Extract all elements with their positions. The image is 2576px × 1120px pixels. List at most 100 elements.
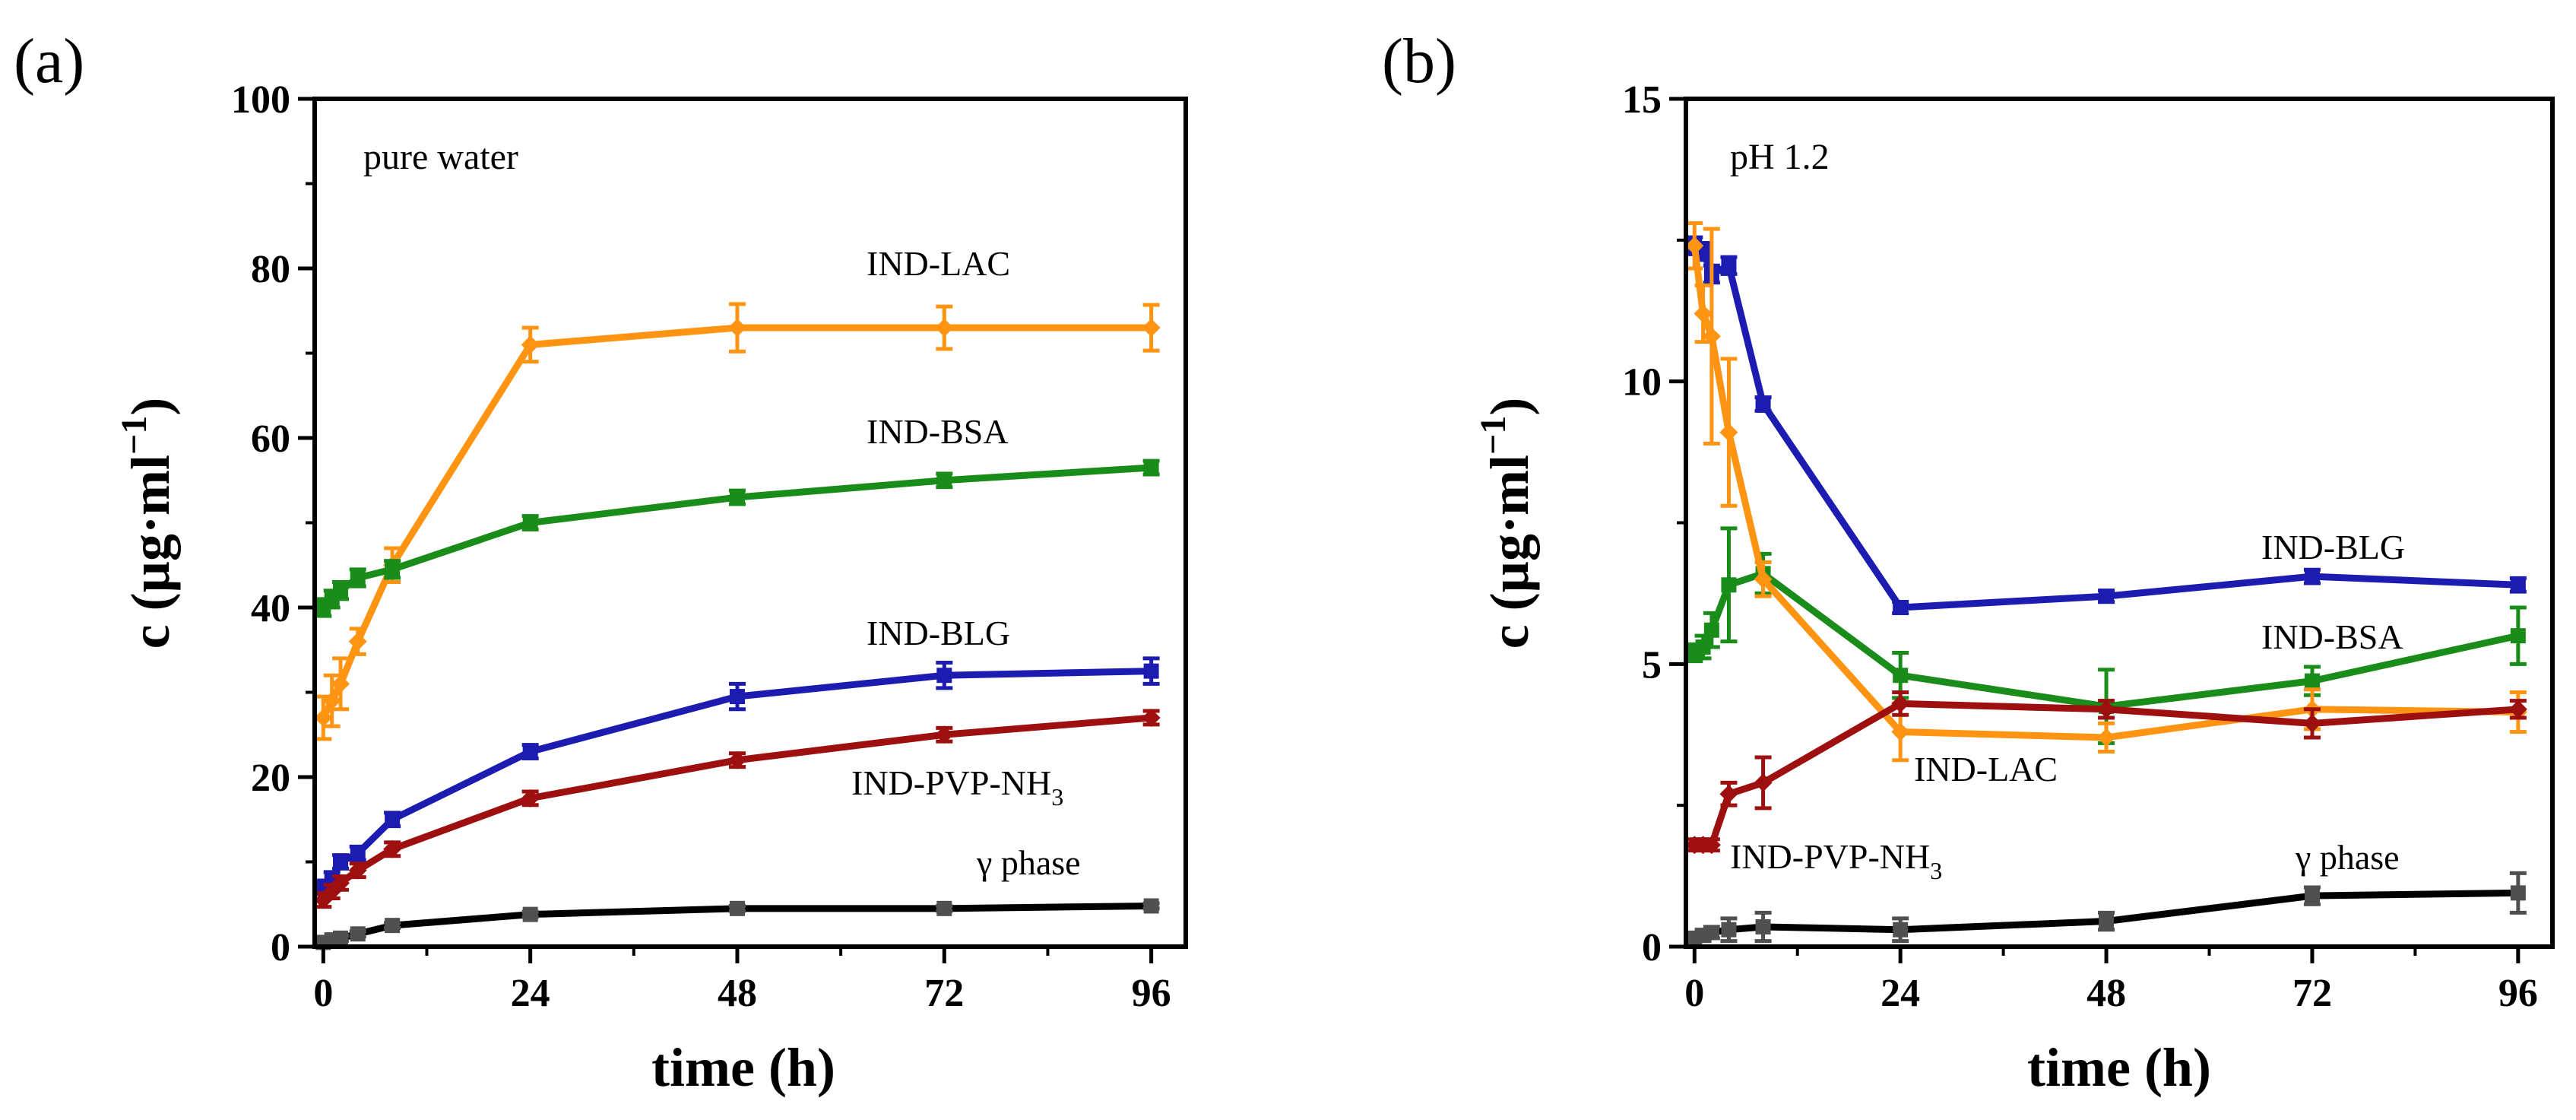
panel-b-point-ind-bsa bbox=[2304, 673, 2320, 689]
panel-a-x-tick-label: 72 bbox=[924, 972, 964, 1015]
panel-b-point-ind-bsa bbox=[1721, 577, 1737, 593]
panel-b-point-ind-lac bbox=[1702, 327, 1721, 346]
panel-a-x-tick-label: 48 bbox=[718, 972, 757, 1015]
panel-b-labels: IND-BLG IND-BSA IND-LAC IND-PVP-NH3 γ phase bbox=[1730, 528, 2405, 884]
panel-b-y-axis-title-close: ) bbox=[1479, 398, 1540, 416]
panel-a-line-ind-bsa bbox=[321, 464, 1152, 611]
panel-b-point-gamma-phase bbox=[2099, 913, 2115, 929]
panel-a-point-ind-bsa bbox=[729, 490, 745, 506]
panel-a-y-axis-title-close: ) bbox=[120, 398, 181, 416]
panel-b-point-ind-blg bbox=[1721, 258, 1737, 274]
panel-b-y-axis-title-main: c (µg·ml bbox=[1479, 455, 1540, 649]
panel-b-point-gamma-phase bbox=[1703, 925, 1719, 941]
panel-a-y-tick-label: 40 bbox=[251, 587, 290, 630]
panel-a-x-tick-label: 96 bbox=[1132, 972, 1171, 1015]
panel-b-y-axis-title-unit-exp: −1 bbox=[1473, 416, 1513, 455]
panel-a-point-gamma-phase bbox=[729, 900, 745, 916]
panel-b-point-gamma-phase bbox=[1893, 922, 1909, 938]
panel-a-point-ind-blg bbox=[350, 846, 366, 861]
panel-b-x-tick-label: 24 bbox=[1881, 972, 1920, 1015]
panel-b-point-ind-blg bbox=[2099, 589, 2115, 604]
panel-a-point-ind-pvp-nh3 bbox=[521, 788, 540, 807]
panel-a-point-ind-bsa bbox=[522, 515, 538, 531]
panel-a-y-tick-label: 100 bbox=[231, 78, 290, 122]
panel-b-point-gamma-phase bbox=[2510, 885, 2526, 901]
panel-a-point-ind-blg bbox=[333, 854, 349, 870]
panel-b-x-tick-label: 48 bbox=[2086, 972, 2126, 1015]
panel-b-label-text-gamma-phase: γ phase bbox=[2295, 838, 2400, 877]
panel-a-point-ind-pvp-nh3 bbox=[383, 839, 402, 858]
panel-b-plot-frame bbox=[1684, 97, 2555, 949]
panel-a-y-tick-label: 0 bbox=[271, 926, 290, 969]
panel-a-y-tick-label: 80 bbox=[251, 248, 290, 291]
panel-b-point-ind-lac bbox=[2097, 728, 2116, 747]
panel-b-point-ind-pvp-nh3 bbox=[1754, 773, 1773, 792]
panel-a-point-gamma-phase bbox=[522, 906, 538, 922]
panel-label-a: (a) bbox=[14, 26, 84, 97]
panel-a-point-ind-bsa bbox=[936, 472, 952, 488]
panel-b-point-ind-bsa bbox=[1703, 622, 1719, 638]
panel-b-x-axis-title: time (h) bbox=[2027, 1037, 2211, 1098]
panel-a-point-ind-pvp-nh3 bbox=[331, 874, 350, 893]
panel-b-point-ind-pvp-nh3 bbox=[2302, 714, 2321, 733]
panel-b-x-tick-label: 72 bbox=[2292, 972, 2332, 1015]
panel-b-point-ind-blg bbox=[1893, 600, 1909, 615]
panel-a-point-ind-blg bbox=[936, 668, 952, 684]
panel-b-label-ind-bsa: IND-BSA bbox=[2261, 617, 2403, 656]
panel-b-y-tick-label: 10 bbox=[1622, 361, 1662, 405]
panel-a-ticks: 0 24 48 72 96 0 20 40 60 80 100 bbox=[231, 78, 1171, 1015]
panel-a-labels: IND-LAC IND-BSA IND-BLG IND-PVP-NH3 γ phase bbox=[851, 244, 1081, 882]
panel-b-point-ind-blg bbox=[1755, 396, 1771, 412]
panel-a-x-tick-label: 24 bbox=[511, 972, 550, 1015]
panel-a-point-ind-pvp-nh3 bbox=[727, 750, 746, 769]
panel-b-point-ind-lac bbox=[1891, 722, 1910, 741]
panel-b-point-ind-pvp-nh3 bbox=[1719, 785, 1738, 804]
panel-b-x-tick-label: 0 bbox=[1684, 972, 1704, 1015]
panel-a-label-ind-pvp-nh3: IND-PVP-NH3 bbox=[851, 763, 1063, 811]
panel-a-point-ind-pvp-nh3 bbox=[348, 861, 367, 880]
panel-a-series-ind-bsa bbox=[315, 458, 1160, 618]
panel-a-y-axis-title-main: c (µg·ml bbox=[120, 455, 181, 649]
panel-b-point-ind-pvp-nh3 bbox=[1891, 694, 1910, 713]
panel-a-label-ind-lac: IND-LAC bbox=[867, 244, 1010, 283]
panel-a-y-tick-label: 20 bbox=[251, 757, 290, 800]
panel-a-point-ind-lac bbox=[935, 319, 954, 338]
panel-a-label-text-ind-lac: IND-LAC bbox=[867, 244, 1010, 283]
panel-a-x-tick-label: 0 bbox=[313, 972, 333, 1015]
panel-b-label-ind-pvp-nh3: IND-PVP-NH3 bbox=[1730, 837, 1942, 884]
panel-a-series-ind-pvp-nh3 bbox=[314, 708, 1161, 909]
panel-a-point-ind-blg bbox=[522, 744, 538, 760]
panel-a-series bbox=[314, 302, 1161, 950]
panel-b-point-ind-lac bbox=[1754, 570, 1773, 589]
panel-a-point-ind-pvp-nh3 bbox=[1142, 708, 1161, 727]
panel-a-label-gamma-phase: γ phase bbox=[976, 843, 1081, 882]
panel-b-label-text-ind-lac: IND-LAC bbox=[1914, 750, 2058, 788]
panel-a-point-ind-lac bbox=[331, 674, 350, 693]
panel-a-point-ind-blg bbox=[1143, 663, 1159, 679]
panel-b-point-ind-blg bbox=[2304, 569, 2320, 585]
panel-a-label-text-gamma-phase: γ phase bbox=[976, 843, 1081, 882]
panel-b-point-ind-lac bbox=[1719, 423, 1738, 442]
panel-a-point-gamma-phase bbox=[350, 926, 366, 942]
panel-a: (a) 0 24 48 72 96 0 20 40 60 80 100 IND-LAC IND-BSA… bbox=[14, 26, 1188, 1098]
panel-a-point-ind-lac bbox=[727, 319, 746, 338]
panel-a-label-ind-blg: IND-BLG bbox=[867, 614, 1010, 652]
panel-b-x-tick-label: 96 bbox=[2498, 972, 2538, 1015]
panel-b-series bbox=[1685, 221, 2527, 946]
panel-b-point-gamma-phase bbox=[1721, 922, 1737, 938]
panel-b-point-gamma-phase bbox=[1755, 919, 1771, 934]
panel-b-label-gamma-phase: γ phase bbox=[2295, 838, 2400, 877]
panel-a-point-gamma-phase bbox=[1143, 898, 1159, 914]
panel-a-label-text-ind-bsa: IND-BSA bbox=[867, 412, 1009, 451]
panel-b-series-gamma-phase bbox=[1686, 871, 2527, 946]
panel-a-point-ind-lac bbox=[322, 691, 341, 710]
panel-b-point-ind-bsa bbox=[2510, 628, 2526, 644]
panel-a-point-ind-lac bbox=[314, 708, 333, 727]
panel-b-point-ind-bsa bbox=[1695, 639, 1711, 655]
panel-b-point-ind-pvp-nh3 bbox=[2508, 700, 2527, 719]
panel-a-point-ind-lac bbox=[348, 632, 367, 651]
panel-b-label-subscript-ind-pvp-nh3: 3 bbox=[1930, 857, 1942, 884]
panel-a-y-axis-title: c (µg·ml−1) bbox=[114, 398, 181, 649]
panel-a-point-ind-pvp-nh3 bbox=[935, 725, 954, 744]
